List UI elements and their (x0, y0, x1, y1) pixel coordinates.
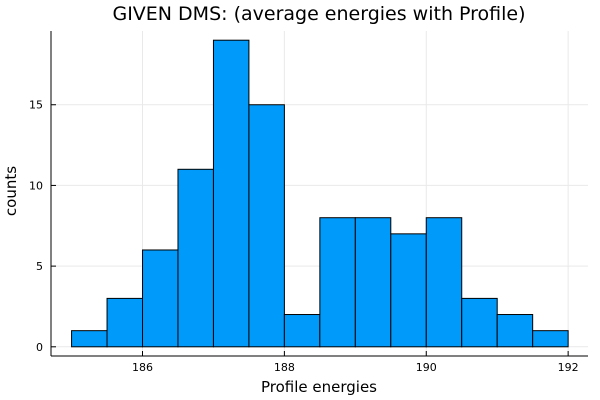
histogram-bar (461, 297, 498, 348)
tick-labels: 186 188 190 192 0 5 10 15 (29, 99, 579, 374)
histogram-bar (496, 314, 534, 348)
x-tick-label: 192 (558, 361, 579, 374)
y-axis-label: counts (2, 166, 20, 216)
histogram-bar (177, 168, 214, 348)
y-tick-label: 10 (29, 179, 43, 192)
histogram-bar (248, 104, 285, 348)
histogram-bar (212, 39, 250, 348)
histogram-bar (142, 249, 179, 348)
histogram-bar (283, 314, 321, 348)
histogram-bar (106, 297, 144, 348)
histogram-bar (390, 233, 427, 348)
x-axis-label: Profile energies (261, 378, 377, 396)
histogram-bar (354, 217, 392, 348)
histogram-bar (425, 217, 463, 348)
x-tick-label: 188 (274, 361, 295, 374)
chart-title: GIVEN DMS: (average energies with Profil… (112, 3, 525, 25)
y-tick-label: 15 (29, 99, 43, 112)
histogram-bar (319, 217, 356, 348)
y-tick-label: 5 (36, 260, 43, 273)
x-tick-label: 186 (132, 361, 153, 374)
histogram-bar (71, 330, 108, 348)
bars (71, 39, 569, 348)
x-tick-label: 190 (416, 361, 437, 374)
axes (50, 31, 588, 357)
histogram-bar (532, 330, 569, 348)
y-tick-label: 0 (36, 341, 43, 354)
